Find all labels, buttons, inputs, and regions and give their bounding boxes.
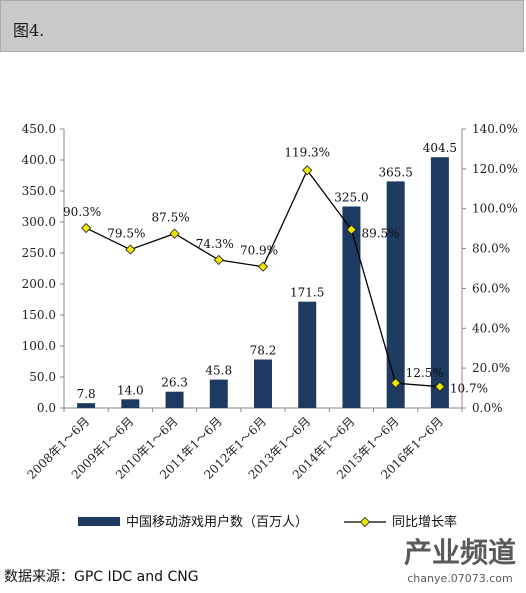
left-tick-label: 200.0 [22,277,56,291]
bar-value-label: 14.0 [117,383,144,397]
bar [298,301,317,408]
growth-rate-label: 119.3% [284,145,330,159]
growth-rate-label: 89.5% [361,227,399,241]
growth-rate-label: 90.3% [63,205,101,219]
growth-rate-marker [434,381,445,392]
watermark-logo-text: 产业频道 [404,536,516,569]
growth-rate-label: 12.5% [406,366,444,380]
right-tick-label: 80.0% [472,242,510,256]
right-tick-label: 40.0% [472,321,510,335]
bar [342,206,361,408]
bar [430,157,449,408]
left-tick-label: 100.0 [22,339,56,353]
right-tick-label: 0.0% [472,401,503,415]
legend-line-label: 同比增长率 [392,514,457,530]
watermark-url-text: chanye.07073.com [407,572,513,585]
left-tick-label: 300.0 [22,215,56,229]
legend-bar-swatch [78,517,120,526]
figure-header: 图4. [0,0,524,52]
growth-rate-label: 87.5% [151,211,189,225]
growth-rate-label: 10.7% [450,382,488,396]
legend-bar-label: 中国移动游戏用户数（百万人） [126,514,308,530]
right-tick-label: 60.0% [472,281,510,295]
data-source: 数据来源：GPC IDC and CNG [4,569,199,585]
left-tick-label: 350.0 [22,184,56,198]
growth-rate-marker [302,165,313,176]
bar [209,379,228,408]
right-tick-label: 100.0% [472,202,518,216]
bar-value-label: 7.8 [77,387,96,401]
bar-value-label: 404.5 [423,141,457,155]
left-tick-label: 400.0 [22,153,56,167]
growth-rate-marker [390,378,401,389]
bar [165,391,184,408]
left-tick-label: 250.0 [22,246,56,260]
bar [254,359,272,408]
bar [121,399,140,408]
bar-value-label: 26.3 [161,376,188,390]
left-tick-label: 50.0 [29,370,56,384]
growth-rate-marker [346,224,357,235]
bar [386,181,405,408]
growth-rate-marker [213,254,224,265]
bar-value-label: 45.8 [205,364,232,378]
right-tick-label: 120.0% [472,162,518,176]
growth-rate-label: 70.9% [240,244,278,258]
bar-value-label: 78.2 [250,344,277,358]
legend-line-marker [359,516,371,528]
bar-value-label: 171.5 [290,286,324,300]
growth-rate-marker [125,244,136,255]
bar-value-label: 365.5 [378,165,412,179]
left-tick-label: 0.0 [37,401,56,415]
growth-rate-marker [257,261,269,272]
growth-rate-marker [169,228,180,239]
growth-rate-label: 79.5% [107,227,145,241]
figure-title: 图4. [13,21,45,40]
growth-rate-label: 74.3% [196,237,234,251]
bar-value-label: 325.0 [334,191,368,205]
right-tick-label: 140.0% [472,122,518,136]
left-tick-label: 450.0 [22,122,56,136]
right-tick-label: 20.0% [472,361,510,375]
bar [77,403,96,408]
left-tick-label: 150.0 [22,308,56,322]
growth-rate-marker [81,222,92,234]
watermark: 产业频道 chanye.07073.com [404,536,516,585]
